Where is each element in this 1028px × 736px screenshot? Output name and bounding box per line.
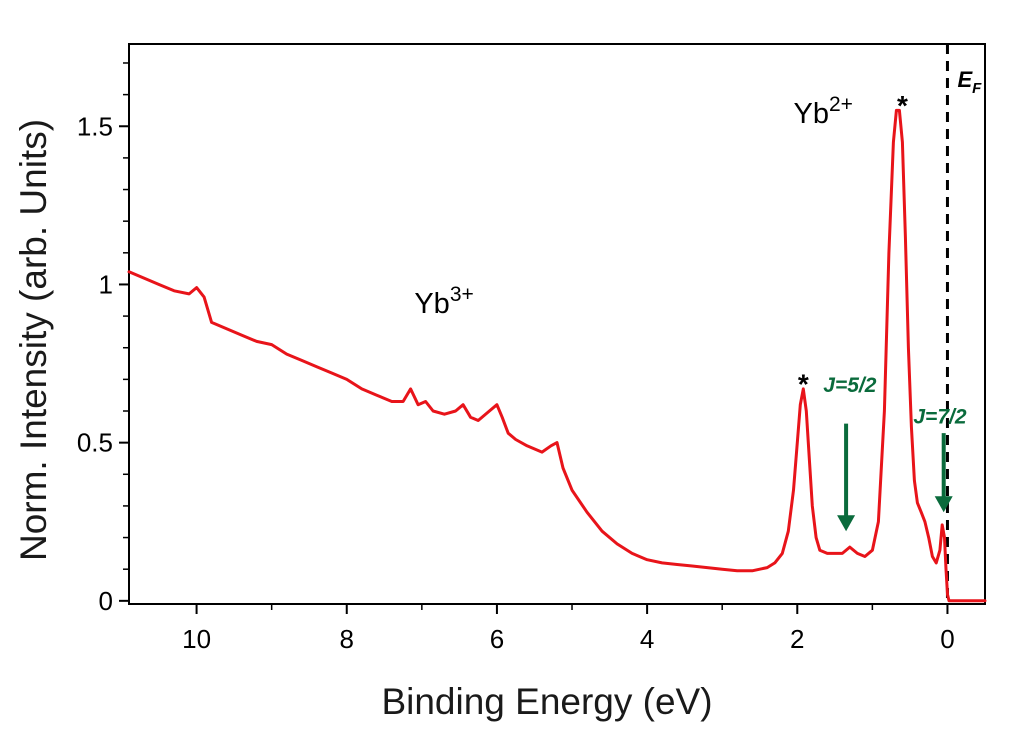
- annotations: Yb3+ Yb2+ * * J=5/2 J=7/2: [414, 90, 967, 429]
- series-line-spectrum: [127, 108, 987, 603]
- fermi-label: EF: [957, 67, 982, 97]
- x-tick-label: 8: [340, 624, 354, 654]
- y-axis-ticks: 0 0.5 1 1.5: [77, 62, 129, 616]
- j-level-label: J=5/2: [823, 374, 876, 397]
- x-tick-label: 6: [490, 624, 504, 654]
- species-label: Yb2+: [794, 93, 853, 130]
- x-axis-ticks: 10 8 6 4 2 0: [182, 604, 955, 654]
- y-tick-label: 0: [99, 586, 113, 616]
- peak-star: *: [897, 90, 908, 121]
- species-label: Yb3+: [414, 283, 473, 320]
- x-axis-title: Binding Energy (eV): [381, 681, 712, 722]
- y-axis-title: Norm. Intensity (arb. Units): [13, 119, 54, 561]
- y-tick-label: 1.5: [77, 111, 113, 141]
- plot-frame: [128, 43, 986, 605]
- peak-star: *: [798, 368, 809, 399]
- arrows: [837, 423, 953, 532]
- x-tick-label: 0: [940, 624, 954, 654]
- fermi-level: EF: [945, 44, 982, 604]
- y-tick-label: 1: [99, 269, 113, 299]
- j-level-label: J=7/2: [913, 406, 966, 429]
- arrow-head: [934, 496, 953, 513]
- x-tick-label: 10: [182, 624, 211, 654]
- y-tick-label: 0.5: [77, 428, 113, 458]
- x-tick-label: 4: [640, 624, 654, 654]
- arrow-head: [837, 515, 856, 532]
- x-tick-label: 2: [790, 624, 804, 654]
